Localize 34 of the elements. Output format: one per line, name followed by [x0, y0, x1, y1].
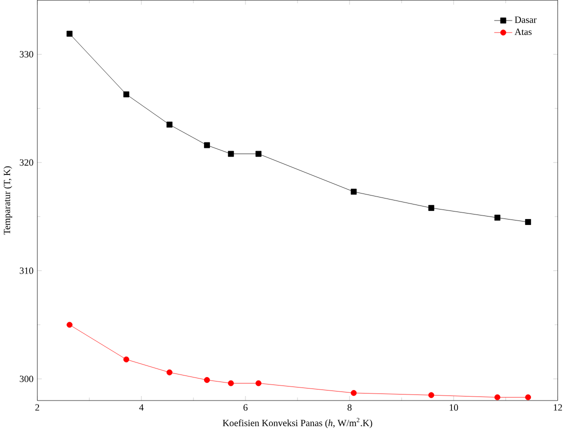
legend-label: Dasar: [514, 16, 537, 24]
legend-label: Atas: [514, 28, 532, 36]
y-tick-label: 330: [20, 51, 34, 58]
x-tick-label: 10: [450, 404, 458, 411]
point: [166, 370, 172, 376]
point: [256, 151, 262, 157]
point: [166, 122, 172, 128]
point: [494, 394, 500, 400]
x-tick-label: 6: [244, 404, 248, 411]
point: [525, 394, 532, 400]
point: [123, 92, 130, 98]
point: [350, 390, 357, 396]
x-tick-label: 4: [139, 404, 144, 411]
y-tick-label: 300: [20, 376, 34, 382]
y-tick-label: 310: [20, 268, 34, 274]
point: [204, 377, 210, 384]
point: [123, 356, 130, 363]
point: [256, 380, 262, 386]
x-tick-label: 12: [554, 404, 562, 411]
point: [494, 214, 500, 221]
x-tick-label: 2: [35, 404, 40, 411]
point: [66, 322, 73, 328]
x-axis-title: Koefisien Konveksi Panas (h, W/m$^{2}$.K): [222, 418, 372, 428]
point: [204, 142, 210, 148]
y-axis-title: Temparatur (T, K): [4, 166, 12, 235]
point: [350, 188, 357, 195]
point: [525, 219, 532, 226]
point: [428, 205, 434, 212]
x-tick-label: 8: [348, 404, 352, 411]
point: [428, 392, 434, 398]
point: [228, 151, 234, 157]
point: [66, 30, 73, 37]
y-tick-label: 320: [20, 159, 34, 166]
point: [228, 380, 234, 386]
